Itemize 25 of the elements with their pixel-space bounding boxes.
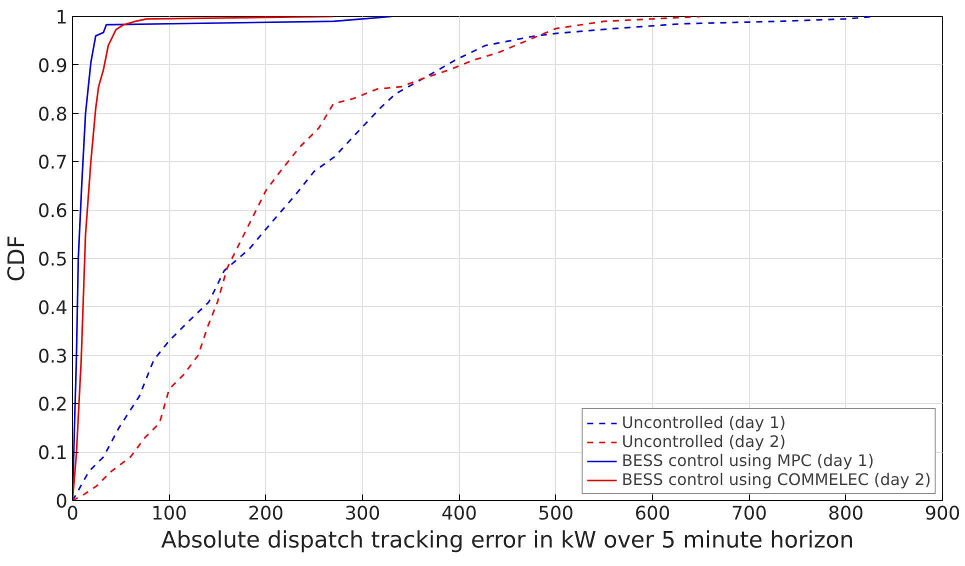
x-tick-label: 900 <box>924 504 960 524</box>
x-tick-label: 800 <box>828 504 864 524</box>
x-tick-label: 700 <box>731 504 767 524</box>
x-tick-label: 400 <box>441 504 477 524</box>
y-axis-title: CDF <box>4 235 30 282</box>
y-tick-label: 0.3 <box>38 346 68 368</box>
y-tick-label: 0.1 <box>38 443 68 464</box>
legend-label: Uncontrolled (day 1) <box>622 413 786 432</box>
y-tick-label: 0.5 <box>38 250 68 270</box>
x-tick-label: 500 <box>538 504 574 524</box>
x-tick-label: 600 <box>634 504 670 524</box>
y-tick-label: 0.4 <box>38 298 68 319</box>
y-tick-label: 0.7 <box>38 152 68 174</box>
y-tick-label: 0.8 <box>38 104 68 126</box>
x-axis-title: Absolute dispatch tracking error in kW over 5 minute horizon <box>161 528 854 554</box>
x-tick-label: 200 <box>248 504 284 524</box>
legend-label: BESS control using COMMELEC (day 2) <box>622 470 931 489</box>
y-tick-label: 0.2 <box>38 394 68 416</box>
y-tick-label: 1 <box>56 8 68 28</box>
x-tick-label: 100 <box>151 504 187 524</box>
x-tick-label: 300 <box>344 504 380 524</box>
legend-label: Uncontrolled (day 2) <box>622 432 786 451</box>
legend-label: BESS control using MPC (day 1) <box>622 451 874 470</box>
y-tick-label: 0.9 <box>38 56 68 77</box>
y-tick-label: 0.6 <box>38 201 68 222</box>
